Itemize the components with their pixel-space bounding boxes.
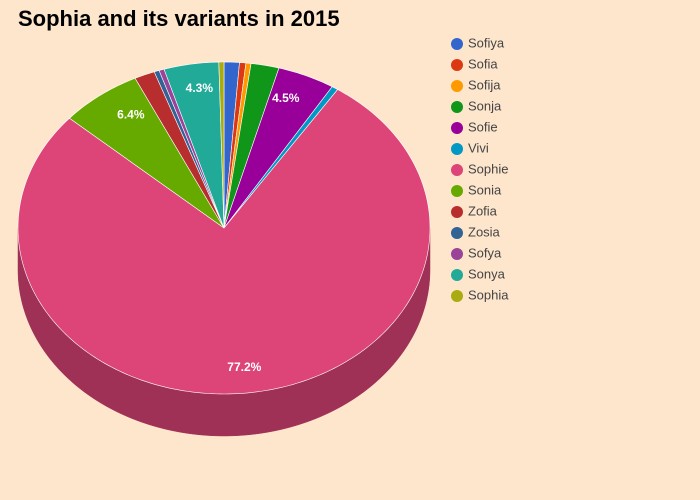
legend-swatch — [451, 38, 463, 50]
legend-label: Sophia — [468, 287, 509, 302]
legend-swatch — [451, 59, 463, 71]
legend-label: Sofija — [468, 77, 501, 92]
legend-label: Zosia — [468, 224, 501, 239]
legend-swatch — [451, 143, 463, 155]
legend-label: Zofia — [468, 203, 498, 218]
chart-title: Sophia and its variants in 2015 — [18, 6, 340, 31]
legend-swatch — [451, 206, 463, 218]
legend-swatch — [451, 290, 463, 302]
slice-label: 6.4% — [117, 108, 145, 122]
slice — [17, 89, 431, 395]
legend-label: Sofiya — [468, 35, 505, 50]
slice-label: 4.3% — [186, 81, 214, 95]
slice-label: 77.2% — [227, 360, 261, 374]
legend-label: Sonya — [468, 266, 506, 281]
legend-swatch — [451, 269, 463, 281]
legend-swatch — [451, 122, 463, 134]
legend-label: Sophie — [468, 161, 508, 176]
legend-swatch — [451, 101, 463, 113]
slice — [223, 63, 280, 229]
slice — [69, 77, 225, 229]
legend-label: Vivi — [468, 140, 489, 155]
legend-swatch — [451, 80, 463, 92]
legend-swatch — [451, 227, 463, 239]
slice-label: 4.5% — [272, 91, 300, 105]
slice — [163, 61, 225, 229]
legend-label: Sofya — [468, 245, 502, 260]
legend-label: Sofie — [468, 119, 498, 134]
legend-label: Sonia — [468, 182, 502, 197]
legend-swatch — [451, 164, 463, 176]
legend-swatch — [451, 248, 463, 260]
slice — [218, 61, 225, 229]
legend-swatch — [451, 185, 463, 197]
legend-label: Sonja — [468, 98, 502, 113]
slice — [223, 67, 333, 229]
slice — [134, 71, 225, 229]
legend-label: Sofia — [468, 56, 498, 71]
